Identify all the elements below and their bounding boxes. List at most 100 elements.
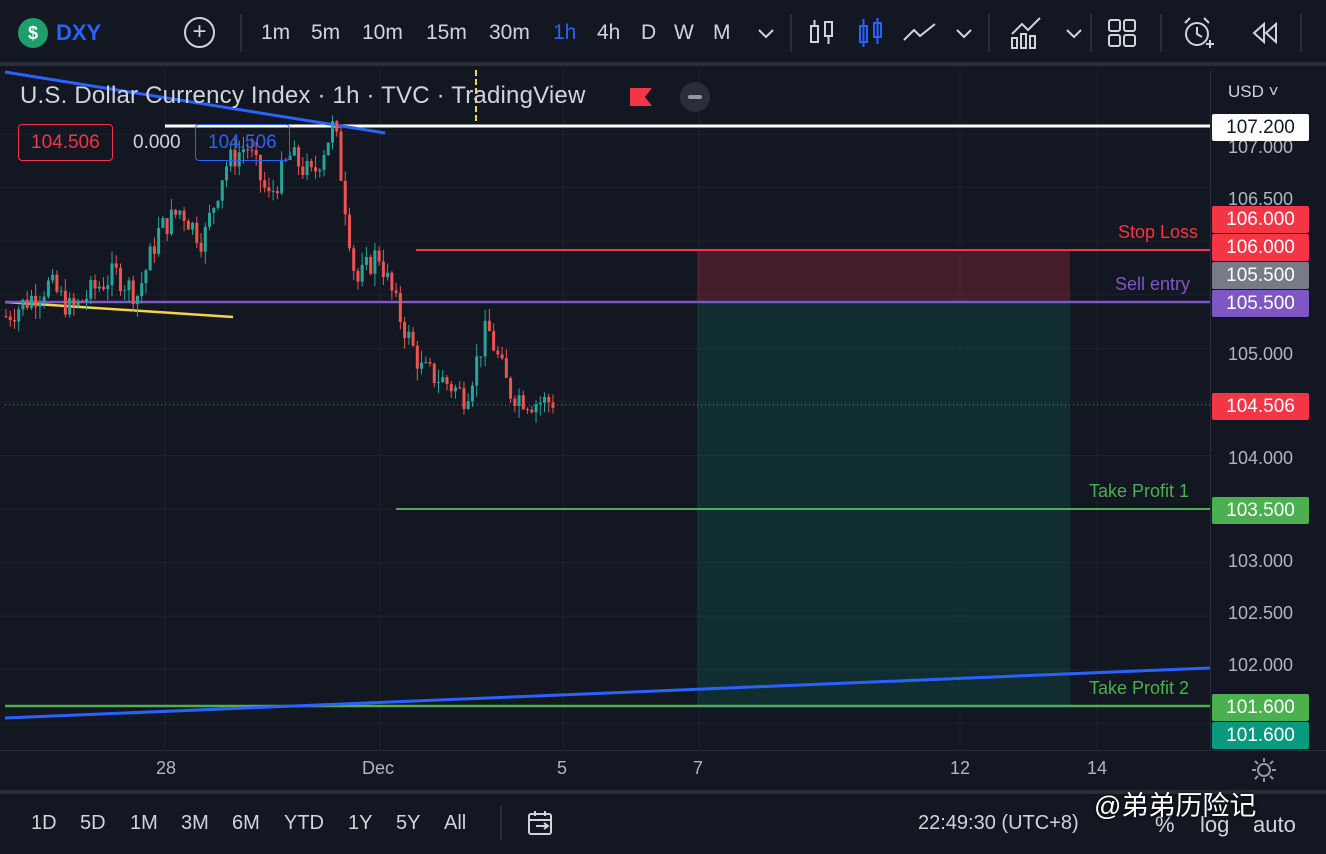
chevron-down-icon[interactable] bbox=[748, 14, 784, 52]
range-1D[interactable]: 1D bbox=[31, 812, 57, 834]
timeframe-1m[interactable]: 1m bbox=[261, 21, 291, 44]
log-scale-toggle[interactable]: log bbox=[1200, 812, 1230, 837]
stop-loss-price-tag: 106.000 bbox=[1212, 234, 1309, 261]
stop-loss-price-tag: 106.000 bbox=[1212, 206, 1309, 233]
candle-body bbox=[216, 200, 220, 208]
timeframe-M[interactable]: M bbox=[713, 21, 731, 44]
collapse-legend-button[interactable] bbox=[680, 82, 710, 112]
candle-body bbox=[68, 298, 72, 315]
flag-icon[interactable] bbox=[630, 88, 652, 106]
candle-body bbox=[543, 396, 547, 403]
candle-body bbox=[352, 248, 356, 271]
candle-body bbox=[462, 388, 466, 409]
candle-body bbox=[220, 180, 224, 201]
candle-body bbox=[483, 320, 487, 357]
candle-body bbox=[470, 385, 474, 402]
chart-grid bbox=[0, 70, 1210, 750]
chevron-down-icon: ˅ bbox=[1268, 82, 1279, 101]
candle-body bbox=[428, 362, 432, 364]
alert-clock-icon[interactable] bbox=[1180, 14, 1216, 52]
symbol-name[interactable]: DXY bbox=[56, 20, 102, 45]
layout-grid-icon[interactable] bbox=[1104, 14, 1140, 52]
settings-sun-icon[interactable] bbox=[1250, 756, 1278, 784]
candle-body bbox=[76, 300, 80, 307]
auto-scale-toggle[interactable]: auto bbox=[1253, 812, 1296, 837]
candle-body bbox=[123, 290, 127, 292]
candles-icon[interactable] bbox=[853, 14, 889, 52]
candle-body bbox=[309, 161, 313, 168]
candle-body bbox=[271, 191, 275, 193]
spread-value: 0.000 bbox=[133, 132, 181, 153]
candle-body bbox=[97, 286, 101, 289]
candle-body bbox=[267, 187, 271, 192]
timeframe-5m[interactable]: 5m bbox=[311, 21, 341, 44]
watermark-text: @弟弟历险记 bbox=[1094, 791, 1257, 821]
timeframe-W[interactable]: W bbox=[674, 21, 694, 44]
chevron-down-icon[interactable] bbox=[946, 14, 982, 52]
line-chart-icon[interactable] bbox=[902, 14, 938, 52]
percent-scale-toggle[interactable]: % bbox=[1155, 812, 1175, 837]
timeframe-15m[interactable]: 15m bbox=[426, 21, 467, 44]
candle-body bbox=[360, 264, 364, 282]
timeframe-1h[interactable]: 1h bbox=[553, 21, 577, 44]
candle-body bbox=[496, 350, 500, 355]
price-tick: 107.000 bbox=[1228, 137, 1294, 157]
date-range-icon[interactable] bbox=[526, 808, 556, 838]
candle-body bbox=[318, 169, 322, 172]
candle-body bbox=[547, 396, 551, 403]
candle-body bbox=[148, 246, 152, 271]
chevron-down-icon[interactable] bbox=[1056, 14, 1092, 52]
timeframe-10m[interactable]: 10m bbox=[362, 21, 403, 44]
clock-timezone[interactable]: 22:49:30 (UTC+8) bbox=[918, 812, 1079, 834]
candle-body bbox=[72, 298, 76, 307]
indicators-icon[interactable] bbox=[1008, 14, 1044, 52]
candle-body bbox=[140, 283, 144, 296]
chart-title: U.S. Dollar Currency Index · 1h · TVC · … bbox=[20, 82, 586, 109]
candle-body bbox=[157, 227, 161, 254]
timeframe-30m[interactable]: 30m bbox=[489, 21, 530, 44]
currency-selector[interactable]: USD ˅ bbox=[1228, 82, 1279, 101]
sell-price-box[interactable]: 104.506 bbox=[18, 124, 113, 161]
range-YTD[interactable]: YTD bbox=[284, 812, 324, 834]
candle-body bbox=[373, 250, 377, 274]
range-3M[interactable]: 3M bbox=[181, 812, 209, 834]
candle-body bbox=[292, 147, 296, 156]
price-chart[interactable] bbox=[0, 70, 1210, 750]
candle-body bbox=[509, 377, 513, 399]
candle-body bbox=[424, 362, 428, 364]
candle-body bbox=[407, 331, 411, 338]
candle-body bbox=[356, 270, 360, 282]
candle-body bbox=[237, 152, 241, 167]
range-6M[interactable]: 6M bbox=[232, 812, 260, 834]
take-profit-2-price-tag: 101.600 bbox=[1212, 722, 1309, 749]
range-1M[interactable]: 1M bbox=[130, 812, 158, 834]
toolbar-divider bbox=[988, 14, 990, 52]
bar-chart-icon[interactable] bbox=[804, 14, 840, 52]
support-line bbox=[4, 300, 234, 319]
candle-body bbox=[102, 286, 106, 290]
sell-entry-label: Sell entry bbox=[1115, 274, 1191, 294]
range-1Y[interactable]: 1Y bbox=[348, 812, 373, 834]
timeframe-D[interactable]: D bbox=[641, 21, 657, 44]
price-tick: 105.000 bbox=[1228, 344, 1294, 364]
candle-body bbox=[301, 166, 305, 175]
candle-body bbox=[420, 362, 424, 369]
risk-zone bbox=[697, 250, 1070, 302]
candle-body bbox=[322, 155, 326, 170]
range-All[interactable]: All bbox=[444, 812, 467, 834]
replay-icon[interactable] bbox=[1246, 14, 1282, 52]
buy-price-box[interactable]: 104.506 bbox=[195, 124, 290, 161]
time-axis[interactable] bbox=[0, 750, 1326, 788]
compare-add-button[interactable]: + bbox=[184, 17, 215, 48]
candle-body bbox=[208, 212, 212, 227]
candle-body bbox=[534, 404, 538, 413]
timeframe-4h[interactable]: 4h bbox=[597, 21, 621, 44]
range-5D[interactable]: 5D bbox=[80, 812, 106, 834]
candle-body bbox=[500, 354, 504, 359]
candle-body bbox=[492, 331, 496, 351]
range-5Y[interactable]: 5Y bbox=[396, 812, 421, 834]
candle-body bbox=[46, 280, 50, 297]
candle-body bbox=[191, 222, 195, 230]
take-profit-2-label: Take Profit 2 bbox=[1089, 678, 1190, 698]
symbol-logo-icon[interactable]: $ bbox=[18, 18, 48, 48]
